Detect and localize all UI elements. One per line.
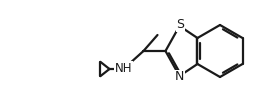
Text: S: S (177, 18, 184, 32)
Text: N: N (175, 70, 184, 84)
Text: NH: NH (115, 63, 132, 75)
